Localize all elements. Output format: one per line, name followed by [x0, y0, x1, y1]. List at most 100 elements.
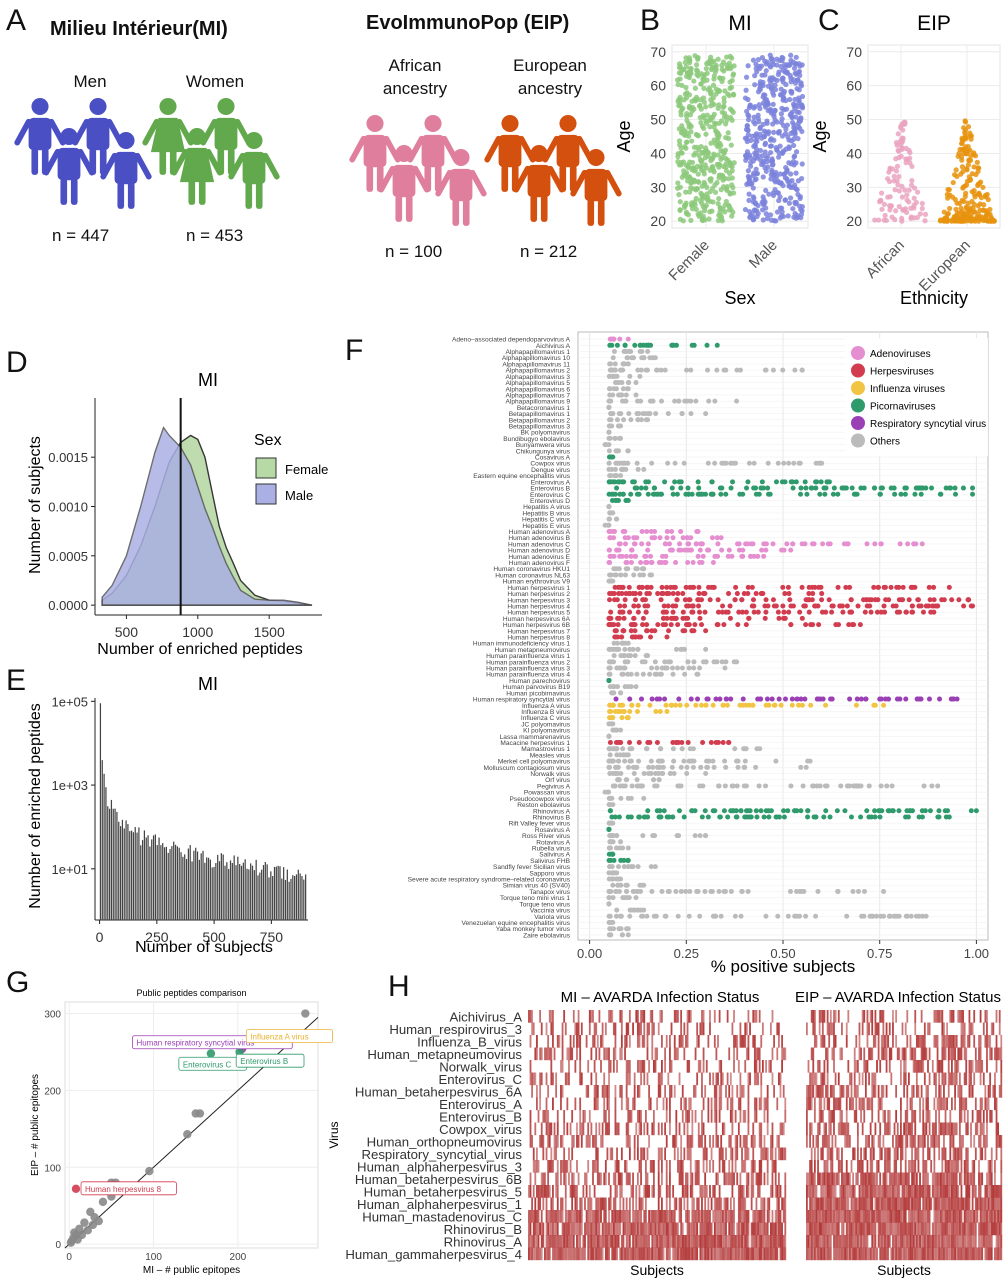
h-mi-heat-cell	[657, 1147, 660, 1161]
h-mi-heat-cell	[720, 1147, 723, 1161]
h-mi-heat-cell	[577, 1035, 580, 1048]
panel-label-a: A	[6, 4, 27, 37]
h-mi-heat-cell	[710, 1222, 713, 1236]
h-mi-heat-cell	[596, 1235, 599, 1248]
h-mi-heat-cell	[652, 1122, 655, 1136]
h-mi-heat-cell	[741, 1210, 743, 1223]
h-mi-heat-cell	[542, 1110, 545, 1123]
h-mi-heat-cell	[566, 1235, 569, 1248]
h-mi-heat-cell	[769, 1147, 772, 1161]
h-mi-heat-cell	[552, 1035, 554, 1048]
h-mi-heat-cell	[771, 1222, 774, 1236]
b-dot	[704, 112, 711, 118]
european-person-icon-3-leg-r	[597, 199, 605, 226]
h-mi-heat-cell	[555, 1172, 558, 1186]
h-mi-heat-cell	[661, 1172, 663, 1186]
h-mi-heat-cell	[632, 1210, 634, 1223]
h-mi-heat-cell	[725, 1085, 727, 1098]
h-mi-heat-cell	[564, 1210, 567, 1223]
h-mi-heat-cell	[596, 1147, 599, 1161]
women-person-icon-2-leg-r	[198, 178, 206, 205]
h-mi-heat-cell	[646, 1047, 649, 1061]
h-mi-heat-cell	[701, 1010, 703, 1023]
h-mi-heat-cell	[781, 1047, 783, 1061]
h-mi-heat-cell	[574, 1210, 577, 1223]
h-mi-heat-cell	[741, 1197, 743, 1211]
h-mi-heat-cell	[595, 1210, 598, 1223]
h-mi-heat-cell	[556, 1160, 559, 1173]
h-mi-heat-cell	[712, 1135, 715, 1148]
h-mi-heat-cell	[640, 1022, 642, 1036]
h-mi-heat-cell	[673, 1147, 676, 1161]
h-mi-heat-cell	[552, 1022, 554, 1036]
h-mi-heat-cell	[752, 1160, 755, 1173]
h-mi-heat-cell	[630, 1185, 633, 1198]
h-mi-heat-cell	[625, 1160, 628, 1173]
h-mi-heat-cell	[595, 1047, 598, 1061]
h-mi-heat-cell	[686, 1185, 689, 1198]
h-mi-heat-cell	[635, 1197, 638, 1211]
h-mi-heat-cell	[680, 1097, 683, 1111]
h-mi-heat-cell	[580, 1122, 583, 1136]
h-mi-heat-cell	[537, 1185, 540, 1198]
european-person-icon-0-head	[501, 114, 519, 133]
h-mi-heat-cell	[625, 1197, 628, 1211]
h-mi-heat-cell	[568, 1222, 570, 1236]
h-mi-heat-cell	[606, 1047, 609, 1061]
h-mi-heat-cell	[656, 1210, 659, 1223]
h-mi-heat-cell	[715, 1097, 718, 1111]
h-mi-heat-cell	[715, 1222, 718, 1236]
h-mi-heat-cell	[752, 1185, 755, 1198]
h-mi-heat-cell	[593, 1097, 596, 1111]
h-mi-heat-cell	[766, 1172, 769, 1186]
b-dot	[685, 165, 691, 171]
h-mi-heat-cell	[742, 1160, 745, 1173]
h-mi-heat-cell	[537, 1197, 540, 1211]
h-mi-heat-cell	[686, 1022, 689, 1036]
h-mi-heat-cell	[552, 1160, 554, 1173]
h-mi-heat-cell	[616, 1147, 618, 1161]
h-mi-heat-cell	[704, 1185, 707, 1198]
h-mi-heat-cell	[774, 1160, 777, 1173]
h-mi-heat-cell	[579, 1097, 582, 1111]
european-person-icon-2-arm-r	[547, 165, 565, 193]
h-mi-heat-cell	[609, 1060, 612, 1073]
h-mi-heat-cell	[747, 1010, 750, 1023]
h-mi-heat-cell	[643, 1122, 646, 1136]
h-mi-heat-cell	[757, 1172, 759, 1186]
h-mi-heat-cell	[680, 1147, 683, 1161]
group-label-european: European ancestry	[513, 56, 587, 98]
h-mi-heat-cell	[614, 1035, 617, 1048]
h-mi-heat-cell	[609, 1010, 612, 1023]
b-dot	[723, 198, 729, 205]
h-mi-heat-cell	[547, 1035, 550, 1048]
h-mi-heat-cell	[652, 1022, 655, 1036]
h-mi-heat-cell	[584, 1172, 586, 1186]
h-mi-heat-cell	[576, 1210, 578, 1223]
h-mi-heat-cell	[577, 1210, 580, 1223]
h-mi-heat-cell	[686, 1122, 689, 1136]
h-mi-heat-cell	[669, 1085, 671, 1098]
h-mi-heat-cell	[601, 1135, 604, 1148]
h-mi-heat-cell	[782, 1085, 785, 1098]
h-mi-heat-cell	[547, 1047, 550, 1061]
h-mi-heat-cell	[596, 1160, 599, 1173]
h-mi-heat-cell	[755, 1210, 758, 1223]
h-mi-heat-cell	[777, 1210, 780, 1223]
h-mi-heat-cell	[718, 1147, 721, 1161]
men-person-icon-2-arm-r	[77, 148, 95, 176]
h-mi-heat-cell	[739, 1185, 742, 1198]
h-mi-heat-cell	[747, 1172, 750, 1186]
h-mi-heat-cell	[590, 1197, 593, 1211]
african-person-icon-3	[435, 148, 487, 226]
h-mi-heat-cell	[644, 1110, 647, 1123]
b-dot	[704, 70, 710, 76]
h-mi-heat-cell	[782, 1047, 785, 1061]
h-mi-heat-cell	[572, 1035, 575, 1048]
b-dot	[695, 171, 701, 177]
b-dot	[701, 85, 707, 91]
h-mi-heat-cell	[696, 1197, 699, 1211]
h-mi-heat-cell	[598, 1222, 601, 1236]
h-mi-heat-cell	[547, 1185, 550, 1198]
h-mi-heat-cell	[758, 1010, 761, 1023]
